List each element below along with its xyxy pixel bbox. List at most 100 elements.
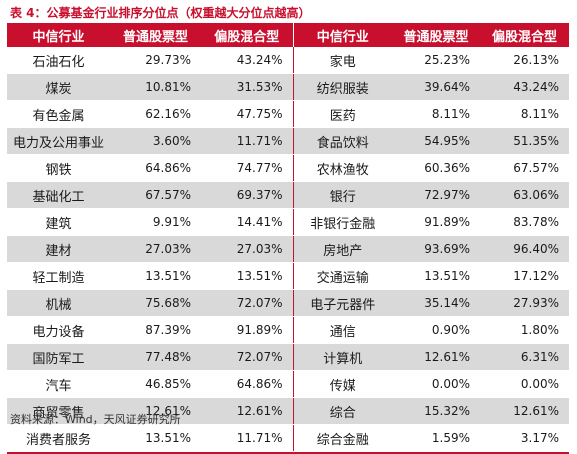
cell-stock-fund-left: 13.51% bbox=[110, 262, 201, 290]
cell-hybrid-fund-right: 12.61% bbox=[480, 397, 569, 425]
table-row: 机械 75.68% 72.07% 电子元器件 35.14% 27.93% bbox=[7, 289, 569, 317]
cell-hybrid-fund-left: 11.71% bbox=[201, 127, 294, 155]
cell-industry-left: 轻工制造 bbox=[7, 262, 110, 290]
cell-industry-right: 传媒 bbox=[293, 370, 392, 398]
cell-stock-fund-left: 10.81% bbox=[110, 73, 201, 101]
cell-stock-fund-left: 77.48% bbox=[110, 343, 201, 371]
cell-hybrid-fund-right: 96.40% bbox=[480, 235, 569, 263]
cell-industry-right: 综合 bbox=[293, 397, 392, 425]
cell-stock-fund-right: 72.97% bbox=[392, 181, 480, 209]
cell-hybrid-fund-left: 13.51% bbox=[201, 262, 294, 290]
cell-stock-fund-right: 8.11% bbox=[392, 100, 480, 128]
table-row: 煤炭 10.81% 31.53% 纺织服装 39.64% 43.24% bbox=[7, 73, 569, 101]
cell-industry-right: 通信 bbox=[293, 316, 392, 344]
cell-hybrid-fund-left: 47.75% bbox=[201, 100, 294, 128]
cell-hybrid-fund-right: 3.17% bbox=[480, 424, 569, 452]
table-row: 建筑 9.91% 14.41% 非银行金融 91.89% 83.78% bbox=[7, 208, 569, 236]
cell-hybrid-fund-right: 0.00% bbox=[480, 370, 569, 398]
header-industry-left: 中信行业 bbox=[7, 23, 110, 47]
cell-stock-fund-left: 13.51% bbox=[110, 424, 201, 452]
cell-hybrid-fund-left: 11.71% bbox=[201, 424, 294, 452]
table-row: 国防军工 77.48% 72.07% 计算机 12.61% 6.31% bbox=[7, 343, 569, 371]
source-note: 资料来源：Wind，天风证券研究所 bbox=[10, 413, 181, 426]
cell-industry-right: 交通运输 bbox=[293, 262, 392, 290]
header-stock-fund-right: 普通股票型 bbox=[392, 23, 480, 47]
cell-stock-fund-right: 91.89% bbox=[392, 208, 480, 236]
cell-stock-fund-right: 0.00% bbox=[392, 370, 480, 398]
cell-hybrid-fund-left: 31.53% bbox=[201, 73, 294, 101]
cell-stock-fund-right: 15.32% bbox=[392, 397, 480, 425]
table-row: 有色金属 62.16% 47.75% 医药 8.11% 8.11% bbox=[7, 100, 569, 128]
cell-industry-left: 机械 bbox=[7, 289, 110, 317]
cell-industry-left: 石油石化 bbox=[7, 47, 110, 74]
header-hybrid-fund-right: 偏股混合型 bbox=[480, 23, 569, 47]
cell-hybrid-fund-right: 43.24% bbox=[480, 73, 569, 101]
cell-industry-right: 农林渔牧 bbox=[293, 154, 392, 182]
cell-stock-fund-left: 67.57% bbox=[110, 181, 201, 209]
cell-hybrid-fund-right: 67.57% bbox=[480, 154, 569, 182]
cell-industry-right: 银行 bbox=[293, 181, 392, 209]
table-row: 消费者服务 13.51% 11.71% 综合金融 1.59% 3.17% bbox=[7, 424, 569, 452]
cell-industry-left: 汽车 bbox=[7, 370, 110, 398]
cell-hybrid-fund-right: 1.80% bbox=[480, 316, 569, 344]
table-row: 轻工制造 13.51% 13.51% 交通运输 13.51% 17.12% bbox=[7, 262, 569, 290]
cell-stock-fund-right: 13.51% bbox=[392, 262, 480, 290]
cell-stock-fund-left: 75.68% bbox=[110, 289, 201, 317]
table-row: 建材 27.03% 27.03% 房地产 93.69% 96.40% bbox=[7, 235, 569, 263]
cell-stock-fund-right: 35.14% bbox=[392, 289, 480, 317]
table-title: 表 4：公募基金行业排序分位点（权重越大分位点越高） bbox=[10, 6, 311, 20]
header-industry-right: 中信行业 bbox=[293, 23, 392, 47]
cell-stock-fund-left: 46.85% bbox=[110, 370, 201, 398]
cell-industry-right: 纺织服装 bbox=[293, 73, 392, 101]
cell-industry-left: 消费者服务 bbox=[7, 424, 110, 452]
cell-hybrid-fund-right: 83.78% bbox=[480, 208, 569, 236]
cell-stock-fund-right: 93.69% bbox=[392, 235, 480, 263]
cell-industry-left: 有色金属 bbox=[7, 100, 110, 128]
table-row: 汽车 46.85% 64.86% 传媒 0.00% 0.00% bbox=[7, 370, 569, 398]
report-table-page: 表 4：公募基金行业排序分位点（权重越大分位点越高） 中信行业 普通股票型 偏股… bbox=[7, 6, 569, 454]
cell-industry-left: 建材 bbox=[7, 235, 110, 263]
table-header-row: 中信行业 普通股票型 偏股混合型 中信行业 普通股票型 偏股混合型 bbox=[7, 23, 569, 47]
cell-industry-right: 电子元器件 bbox=[293, 289, 392, 317]
cell-industry-right: 房地产 bbox=[293, 235, 392, 263]
cell-hybrid-fund-right: 63.06% bbox=[480, 181, 569, 209]
cell-industry-right: 家电 bbox=[293, 47, 392, 74]
cell-stock-fund-right: 25.23% bbox=[392, 47, 480, 74]
cell-stock-fund-left: 9.91% bbox=[110, 208, 201, 236]
cell-stock-fund-right: 60.36% bbox=[392, 154, 480, 182]
cell-hybrid-fund-left: 74.77% bbox=[201, 154, 294, 182]
cell-industry-left: 电力设备 bbox=[7, 316, 110, 344]
cell-hybrid-fund-left: 14.41% bbox=[201, 208, 294, 236]
cell-hybrid-fund-left: 27.03% bbox=[201, 235, 294, 263]
cell-hybrid-fund-left: 91.89% bbox=[201, 316, 294, 344]
cell-hybrid-fund-left: 43.24% bbox=[201, 47, 294, 74]
table-row: 钢铁 64.86% 74.77% 农林渔牧 60.36% 67.57% bbox=[7, 154, 569, 182]
cell-stock-fund-left: 27.03% bbox=[110, 235, 201, 263]
cell-hybrid-fund-right: 8.11% bbox=[480, 100, 569, 128]
cell-stock-fund-left: 62.16% bbox=[110, 100, 201, 128]
cell-stock-fund-right: 0.90% bbox=[392, 316, 480, 344]
cell-industry-right: 计算机 bbox=[293, 343, 392, 371]
table-row: 基础化工 67.57% 69.37% 银行 72.97% 63.06% bbox=[7, 181, 569, 209]
cell-industry-right: 医药 bbox=[293, 100, 392, 128]
header-stock-fund-left: 普通股票型 bbox=[110, 23, 201, 47]
cell-industry-left: 钢铁 bbox=[7, 154, 110, 182]
cell-hybrid-fund-right: 17.12% bbox=[480, 262, 569, 290]
cell-industry-left: 电力及公用事业 bbox=[7, 127, 110, 155]
cell-hybrid-fund-right: 26.13% bbox=[480, 47, 569, 74]
cell-industry-right: 综合金融 bbox=[293, 424, 392, 452]
cell-stock-fund-left: 87.39% bbox=[110, 316, 201, 344]
cell-industry-left: 基础化工 bbox=[7, 181, 110, 209]
cell-stock-fund-right: 1.59% bbox=[392, 424, 480, 452]
cell-industry-right: 食品饮料 bbox=[293, 127, 392, 155]
cell-stock-fund-right: 39.64% bbox=[392, 73, 480, 101]
table-row: 石油石化 29.73% 43.24% 家电 25.23% 26.13% bbox=[7, 47, 569, 74]
cell-hybrid-fund-left: 72.07% bbox=[201, 343, 294, 371]
cell-hybrid-fund-right: 51.35% bbox=[480, 127, 569, 155]
cell-industry-right: 非银行金融 bbox=[293, 208, 392, 236]
table-row: 商贸零售 12.61% 12.61% 综合 15.32% 12.61% bbox=[7, 397, 569, 425]
cell-hybrid-fund-right: 27.93% bbox=[480, 289, 569, 317]
table-row: 电力设备 87.39% 91.89% 通信 0.90% 1.80% bbox=[7, 316, 569, 344]
table-row: 电力及公用事业 3.60% 11.71% 食品饮料 54.95% 51.35% bbox=[7, 127, 569, 155]
header-hybrid-fund-left: 偏股混合型 bbox=[201, 23, 294, 47]
